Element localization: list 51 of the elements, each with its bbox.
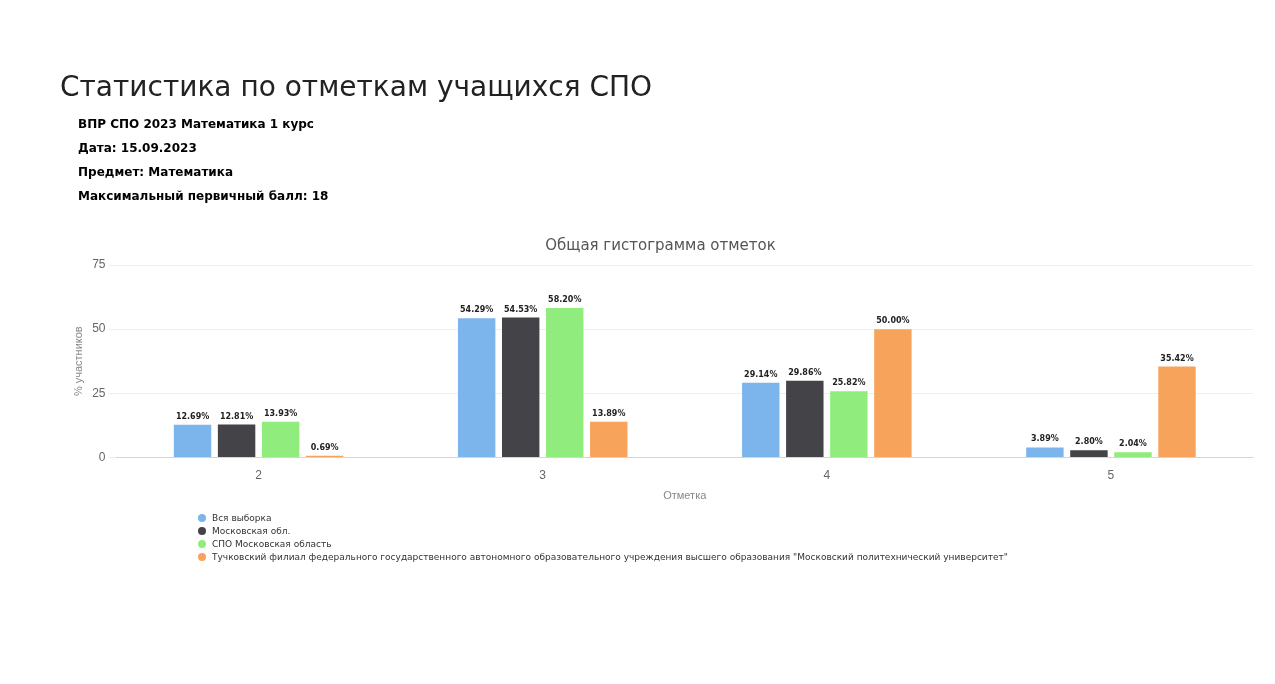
data-label: 2.80% bbox=[1075, 437, 1103, 447]
bar bbox=[173, 424, 212, 457]
data-label: 12.69% bbox=[175, 411, 210, 421]
data-label: 25.82% bbox=[832, 378, 866, 388]
x-tick-label: 3 bbox=[539, 467, 547, 482]
y-tick-label: 0 bbox=[98, 449, 106, 464]
bar bbox=[457, 318, 496, 457]
bar bbox=[1026, 447, 1064, 457]
data-label: 3.89% bbox=[1031, 434, 1059, 444]
text: Дата: 15.09.2023 bbox=[78, 141, 198, 155]
data-label: 12.81% bbox=[219, 411, 254, 421]
data-label: 58.20% bbox=[548, 295, 582, 305]
data-label: 0.69% bbox=[310, 442, 339, 452]
bar bbox=[874, 329, 912, 457]
data-label: 29.86% bbox=[788, 367, 822, 377]
text: Предмет: Математика bbox=[78, 165, 234, 179]
legend-label: Московская обл. bbox=[212, 525, 291, 536]
bar bbox=[261, 421, 300, 457]
data-label: 35.42% bbox=[1160, 353, 1194, 363]
data-label: 50.00% bbox=[876, 316, 910, 326]
text: Статистика по отметкам учащихся СПО bbox=[60, 70, 654, 103]
y-tick-label: 75 bbox=[92, 257, 106, 272]
bar bbox=[1114, 452, 1152, 457]
y-tick-label: 50 bbox=[92, 321, 106, 336]
data-label: 54.29% bbox=[460, 305, 494, 315]
data-label: 29.14% bbox=[744, 369, 778, 379]
data-label: 13.93% bbox=[263, 408, 298, 418]
legend-label: Вся выборка bbox=[212, 512, 272, 523]
legend-label: Тучковский филиал федерального государственного автономного образовательного учреждения высшего образования "Московский политехнический университет" bbox=[212, 551, 1008, 562]
bar bbox=[590, 421, 628, 457]
text: Максимальный первичный балл: 18 bbox=[78, 189, 330, 203]
y-axis-title: % участников bbox=[71, 326, 84, 397]
x-tick-label: 2 bbox=[255, 467, 263, 482]
x-tick-label: 5 bbox=[1107, 467, 1115, 482]
bar bbox=[1158, 366, 1196, 457]
bar bbox=[217, 424, 256, 457]
bar bbox=[1070, 450, 1108, 457]
bar bbox=[830, 391, 868, 457]
y-tick-label: 25 bbox=[92, 385, 106, 400]
data-label: 2.04% bbox=[1119, 439, 1147, 449]
legend-label: СПО Московская область bbox=[212, 538, 332, 549]
text: ВПР СПО 2023 Математика 1 курс bbox=[78, 117, 315, 131]
data-label: 54.53% bbox=[504, 304, 538, 314]
x-tick-label: 4 bbox=[823, 467, 831, 482]
bar bbox=[546, 308, 584, 457]
data-label: 13.89% bbox=[592, 408, 626, 418]
x-axis-title: Отметка bbox=[663, 489, 708, 502]
chart-title: Общая гистограмма отметок bbox=[545, 235, 776, 254]
bar bbox=[501, 317, 540, 457]
bar bbox=[742, 382, 780, 457]
bar bbox=[786, 380, 824, 457]
